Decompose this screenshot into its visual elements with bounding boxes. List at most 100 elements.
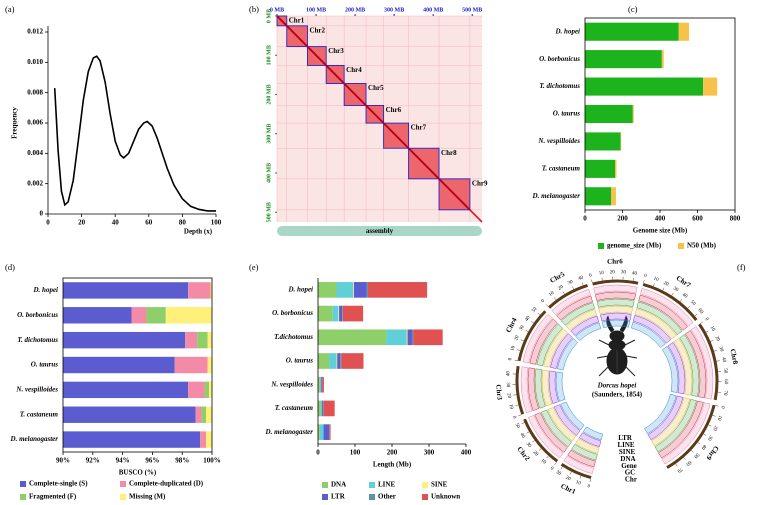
x-tick-label: 600 <box>692 215 703 223</box>
scale-tick <box>531 321 534 324</box>
scale-tick-label: 40 <box>506 370 511 376</box>
bar-segment <box>407 329 412 346</box>
x-tick-label: 300 <box>424 449 435 457</box>
panel-letter: (d) <box>5 262 15 272</box>
x-tick-label: 500 MB <box>462 7 482 13</box>
scale-tick-label: 10 <box>653 277 660 284</box>
category-label: D. melanogaster <box>10 435 59 443</box>
legend-label: N50 (Mb) <box>687 242 717 250</box>
scale-tick <box>683 457 686 460</box>
bar-segment <box>585 77 704 96</box>
chromosome-label: Chr3 <box>494 384 503 401</box>
category-label: T. dichotomus <box>539 82 580 90</box>
scale-tick-label: 0 <box>511 415 517 419</box>
bar-segment <box>322 376 324 393</box>
scale-tick <box>525 330 529 332</box>
x-axis-label: BUSCO (%) <box>119 469 157 477</box>
chromosome-label: Chr8 <box>728 348 739 365</box>
legend-label: Complete-single (S) <box>29 480 88 488</box>
bar-segment <box>319 424 324 440</box>
chromosome-label: Chr5 <box>549 270 567 285</box>
x-tick-label: 40 <box>112 219 120 227</box>
y-tick-label: 500 MB <box>266 202 272 222</box>
track-band <box>634 308 677 340</box>
track-band <box>543 328 568 368</box>
chromosome-label: Chr5 <box>368 84 384 92</box>
scale-tick-label: 0 <box>541 298 547 304</box>
scale-tick-label: 30 <box>717 346 723 353</box>
legend-label: genome_size (Mb) <box>607 242 662 250</box>
track-band <box>667 342 686 395</box>
scale-tick-label: 0 <box>643 274 647 280</box>
track-band <box>553 404 581 436</box>
bar-segment <box>337 353 341 369</box>
block-diagonal <box>365 104 385 124</box>
legend-swatch <box>422 482 428 488</box>
scale-tick <box>538 448 542 451</box>
bar-segment <box>367 282 428 298</box>
track-band <box>541 369 553 407</box>
scale-tick-label: 20 <box>610 270 616 275</box>
scale-tick-label: 50 <box>531 306 538 313</box>
legend-swatch <box>598 243 604 249</box>
scale-tick-label: 0 <box>589 273 593 279</box>
legend-label: LINE <box>378 481 395 489</box>
category-label: O. borbonicus <box>539 55 580 63</box>
y-tick-label: 0.012 <box>27 28 43 36</box>
track-band <box>575 438 600 454</box>
chromosome-ring <box>515 365 525 415</box>
bar-segment <box>63 356 175 374</box>
scale-tick-label: 20 <box>711 424 718 431</box>
scale-tick-label: 30 <box>525 442 532 449</box>
bar-segment <box>323 424 330 440</box>
bar-segment <box>322 400 324 417</box>
bar-segment <box>386 329 407 346</box>
bar-segment <box>146 307 166 324</box>
track-band <box>690 326 714 400</box>
track-band <box>636 301 683 336</box>
x-tick-label: 96% <box>145 457 159 465</box>
track-band <box>529 318 558 365</box>
track-band <box>534 412 568 453</box>
scale-tick <box>697 442 701 445</box>
chromosome-ring <box>517 310 547 362</box>
bar-segment <box>318 282 337 298</box>
scale-tick-label: 20 <box>506 393 512 399</box>
track-band <box>575 322 602 341</box>
bar-segment <box>703 77 718 96</box>
category-label: N. vespilloides <box>537 137 580 145</box>
x-axis-label: Genome size (Mb) <box>633 227 688 235</box>
bar-segment <box>353 282 367 298</box>
bar-segment <box>131 307 147 324</box>
legend-swatch <box>369 494 375 500</box>
bar-segment <box>611 187 616 206</box>
track-band <box>570 315 600 336</box>
track-band <box>594 291 636 301</box>
scale-tick-label: 30 <box>519 325 526 332</box>
x-tick-label: 94% <box>116 457 130 465</box>
scale-tick <box>712 415 716 417</box>
y-tick-label: 200 MB <box>266 84 272 104</box>
track-band <box>644 393 677 435</box>
track-band <box>571 443 598 461</box>
scale-tick-label: 10 <box>539 458 546 465</box>
scale-tick <box>662 287 665 291</box>
track-band <box>598 305 634 315</box>
track-band <box>596 298 635 308</box>
scale-tick <box>694 313 698 317</box>
scale-tick <box>643 280 645 284</box>
bar-segment <box>413 329 443 346</box>
beetle-illustration <box>596 315 638 377</box>
chromosome-label: Chr9 <box>472 179 488 187</box>
bar-segment <box>339 305 343 322</box>
track-band <box>551 288 591 316</box>
chromosome-label: Chr6 <box>607 257 623 265</box>
bar-segment <box>207 331 212 349</box>
bar-segment <box>329 424 331 440</box>
track-band <box>578 432 602 447</box>
category-label: D. melanogaster <box>532 192 581 200</box>
track-band <box>550 333 573 369</box>
category-label: T. castaneum <box>20 410 59 418</box>
x-tick-label: 100 MB <box>306 7 326 13</box>
bar-segment <box>174 356 208 374</box>
